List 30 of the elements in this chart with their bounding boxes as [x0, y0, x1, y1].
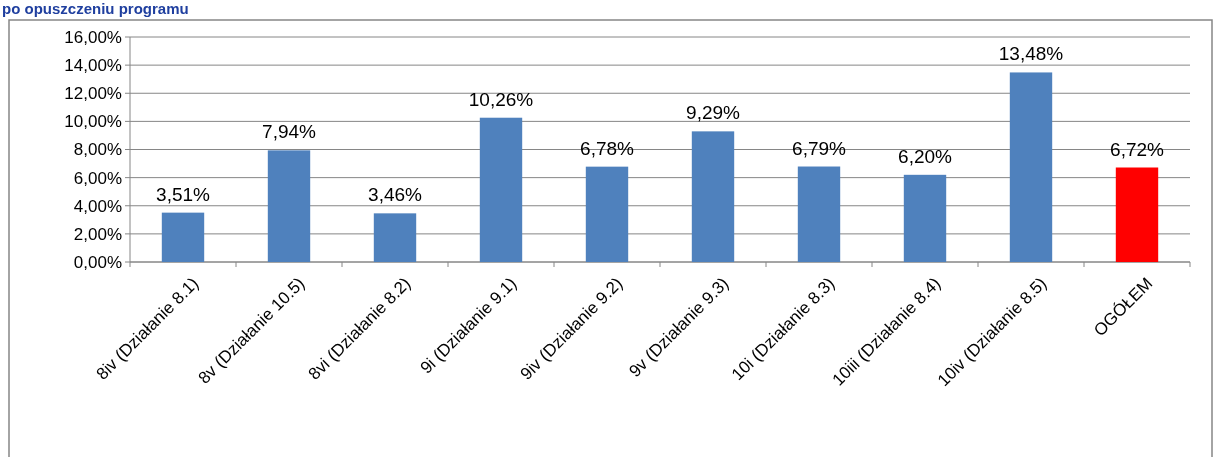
y-tick-label: 16,00%: [64, 27, 122, 47]
bar: [585, 166, 629, 262]
bar: [903, 174, 947, 262]
bar: [267, 150, 311, 262]
data-label: 9,29%: [686, 102, 741, 124]
chart-title: po opuszczeniu programu: [2, 0, 189, 17]
bar: [797, 166, 841, 262]
bar: [1115, 167, 1159, 262]
bar: [1009, 72, 1053, 262]
data-label: 13,48%: [998, 43, 1064, 65]
y-tick-label: 4,00%: [73, 196, 122, 216]
y-tick-label: 2,00%: [73, 224, 122, 244]
y-tick-label: 8,00%: [73, 140, 122, 160]
bar: [373, 213, 417, 262]
data-label: 10,26%: [468, 88, 534, 110]
data-label: 3,46%: [368, 184, 423, 206]
y-tick-label: 6,00%: [73, 168, 122, 188]
data-label: 6,78%: [580, 137, 635, 159]
y-tick-label: 10,00%: [64, 112, 122, 132]
y-tick-label: 0,00%: [73, 252, 122, 272]
y-tick-label: 14,00%: [64, 56, 122, 76]
data-label: 6,20%: [898, 145, 953, 167]
data-label: 6,79%: [792, 137, 847, 159]
bar: [691, 131, 735, 262]
data-label: 3,51%: [156, 183, 211, 205]
y-tick-label: 12,00%: [64, 84, 122, 104]
bar: [479, 117, 523, 262]
data-label: 6,72%: [1110, 138, 1165, 160]
bar: [161, 212, 205, 262]
data-label: 7,94%: [262, 121, 317, 143]
